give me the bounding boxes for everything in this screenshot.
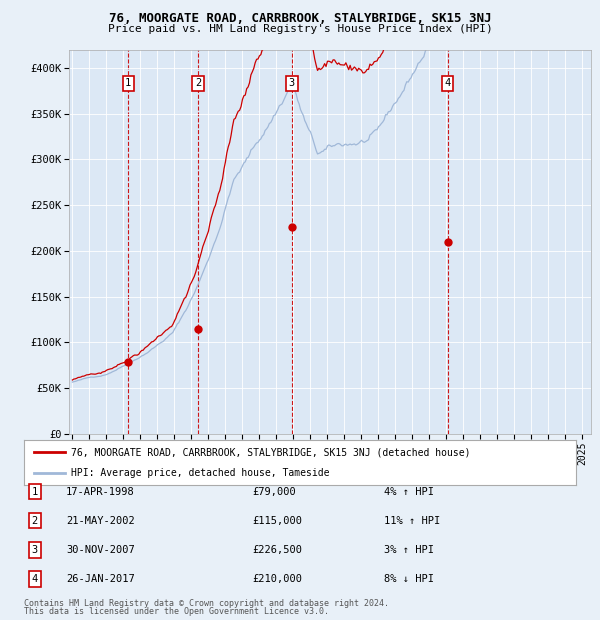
Text: 76, MOORGATE ROAD, CARRBROOK, STALYBRIDGE, SK15 3NJ: 76, MOORGATE ROAD, CARRBROOK, STALYBRIDG… [109,12,491,25]
Text: Contains HM Land Registry data © Crown copyright and database right 2024.: Contains HM Land Registry data © Crown c… [24,598,389,608]
Text: 4% ↑ HPI: 4% ↑ HPI [384,487,434,497]
Text: 1: 1 [125,79,131,89]
Text: 2: 2 [195,79,201,89]
Text: £210,000: £210,000 [252,574,302,584]
Text: Price paid vs. HM Land Registry's House Price Index (HPI): Price paid vs. HM Land Registry's House … [107,24,493,34]
Text: £79,000: £79,000 [252,487,296,497]
Text: £115,000: £115,000 [252,516,302,526]
Text: 17-APR-1998: 17-APR-1998 [66,487,135,497]
Text: 4: 4 [445,79,451,89]
Text: 76, MOORGATE ROAD, CARRBROOK, STALYBRIDGE, SK15 3NJ (detached house): 76, MOORGATE ROAD, CARRBROOK, STALYBRIDG… [71,447,470,458]
Text: 8% ↓ HPI: 8% ↓ HPI [384,574,434,584]
Text: 30-NOV-2007: 30-NOV-2007 [66,545,135,555]
Text: HPI: Average price, detached house, Tameside: HPI: Average price, detached house, Tame… [71,467,329,478]
Text: 3: 3 [289,79,295,89]
Text: 4: 4 [32,574,38,584]
Text: 1: 1 [32,487,38,497]
Text: 21-MAY-2002: 21-MAY-2002 [66,516,135,526]
Text: 11% ↑ HPI: 11% ↑ HPI [384,516,440,526]
Text: 2: 2 [32,516,38,526]
Text: 26-JAN-2017: 26-JAN-2017 [66,574,135,584]
Text: £226,500: £226,500 [252,545,302,555]
Text: 3% ↑ HPI: 3% ↑ HPI [384,545,434,555]
Text: This data is licensed under the Open Government Licence v3.0.: This data is licensed under the Open Gov… [24,607,329,616]
Text: 3: 3 [32,545,38,555]
